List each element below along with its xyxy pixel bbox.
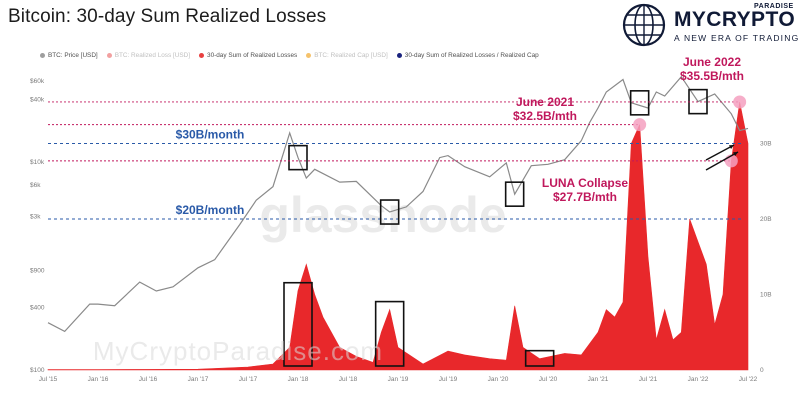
legend-item-30day-sum: 30-day Sum of Realized Losses bbox=[199, 52, 297, 59]
x-tick-label: Jan '20 bbox=[488, 376, 509, 383]
chart-title: Bitcoin: 30-day Sum Realized Losses bbox=[8, 6, 327, 27]
price-highlight-box bbox=[629, 90, 650, 116]
glassnode-watermark: glassnode bbox=[259, 187, 506, 243]
brand-name: MYCRYPTO bbox=[674, 8, 796, 31]
legend-label: BTC: Realized Cap [USD] bbox=[314, 52, 388, 59]
x-tick-label: Jan '16 bbox=[88, 376, 109, 383]
legend-item-ratio: 30-day Sum of Realized Losses / Realized… bbox=[396, 52, 539, 59]
annotation-value: $32.5B/mth bbox=[513, 109, 577, 123]
legend-label: BTC: Price [USD] bbox=[48, 52, 98, 59]
legend-swatch bbox=[396, 53, 402, 58]
brand-logo: PARADISE MYCRYPTO A NEW ERA OF TRADING bbox=[616, 2, 800, 48]
arrow-head bbox=[729, 145, 734, 150]
y-right-tick-label: 0 bbox=[760, 367, 764, 374]
brand-tagline: A NEW ERA OF TRADING bbox=[674, 33, 800, 43]
legend-swatch bbox=[40, 53, 45, 58]
loss-spike-box bbox=[524, 349, 555, 367]
arrow-line bbox=[705, 144, 735, 161]
annotation-value: $27.7B/mth bbox=[553, 190, 617, 204]
y-left-tick-label: $400 bbox=[30, 304, 45, 311]
legend-item-realized-cap: BTC: Realized Cap [USD] bbox=[306, 52, 388, 59]
arrow-head bbox=[733, 152, 738, 157]
x-tick-label: Jul '21 bbox=[639, 376, 658, 383]
legend-label: BTC: Realized Loss [USD] bbox=[114, 52, 191, 59]
x-tick-label: Jan '19 bbox=[388, 376, 409, 383]
loss-spike-box bbox=[283, 281, 313, 367]
x-tick-label: Jan '18 bbox=[288, 376, 309, 383]
legend-swatch bbox=[199, 53, 205, 58]
price-highlight-box bbox=[288, 144, 308, 171]
price-highlight-box bbox=[379, 199, 400, 225]
loss-spike-box bbox=[374, 300, 405, 367]
x-tick-label: Jul '18 bbox=[339, 376, 358, 383]
realized-losses-area bbox=[47, 101, 749, 371]
x-tick-label: Jan '22 bbox=[688, 376, 709, 383]
x-tick-label: Jul '15 bbox=[39, 376, 58, 383]
globe-icon bbox=[622, 3, 666, 47]
annotation-marker bbox=[733, 95, 747, 109]
x-tick-label: Jul '16 bbox=[139, 376, 158, 383]
annotation-title: June 2022 bbox=[683, 55, 741, 69]
y-right-tick-label: 20B bbox=[760, 216, 772, 223]
guide-label: $20B/month bbox=[176, 203, 245, 217]
y-right-tick-label: 10B bbox=[760, 292, 772, 299]
legend-swatch bbox=[106, 53, 112, 58]
legend-item-price: BTC: Price [USD] bbox=[40, 52, 98, 59]
x-tick-label: Jul '17 bbox=[239, 376, 258, 383]
legend-swatch bbox=[306, 53, 312, 58]
annotation-value: $35.5B/mth bbox=[680, 69, 744, 83]
y-left-tick-label: $60k bbox=[30, 78, 45, 85]
legend-item-realized-loss: BTC: Realized Loss [USD] bbox=[106, 52, 191, 59]
annotation-marker bbox=[633, 118, 647, 132]
site-watermark: MyCryptoParadise.com bbox=[93, 336, 383, 366]
btc-price-line bbox=[47, 75, 749, 333]
x-tick-label: Jul '19 bbox=[439, 376, 458, 383]
y-left-tick-label: $40k bbox=[30, 96, 45, 103]
x-tick-label: Jan '17 bbox=[188, 376, 209, 383]
x-tick-label: Jul '22 bbox=[739, 376, 758, 383]
chart-legend: BTC: Price [USD] BTC: Realized Loss [USD… bbox=[40, 52, 539, 59]
legend-label: 30-day Sum of Realized Losses / Realized… bbox=[404, 52, 539, 59]
guide-label: $30B/month bbox=[176, 128, 245, 142]
y-left-tick-label: $10k bbox=[30, 159, 45, 166]
brand-sub: PARADISE bbox=[754, 3, 794, 10]
x-tick-label: Jan '21 bbox=[588, 376, 609, 383]
x-tick-label: Jul '20 bbox=[539, 376, 558, 383]
y-left-tick-label: $3k bbox=[30, 213, 41, 220]
annotation-title: LUNA Collapse bbox=[542, 176, 629, 190]
y-right-tick-label: 30B bbox=[760, 141, 772, 148]
legend-label: 30-day Sum of Realized Losses bbox=[207, 52, 298, 59]
y-left-tick-label: $100 bbox=[30, 367, 45, 374]
price-highlight-box bbox=[504, 181, 525, 207]
y-left-tick-label: $6k bbox=[30, 182, 41, 189]
y-left-tick-label: $900 bbox=[30, 268, 45, 275]
arrow-line bbox=[705, 151, 739, 171]
